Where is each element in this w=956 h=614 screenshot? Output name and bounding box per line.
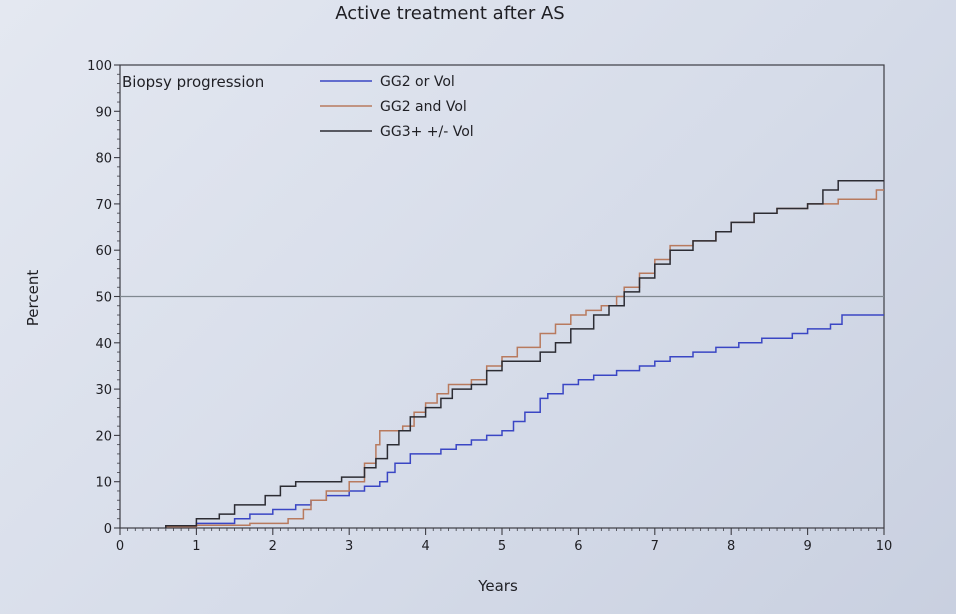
y-tick-label: 70: [95, 198, 112, 213]
x-tick-label: 8: [727, 539, 735, 554]
x-tick-label: 3: [345, 539, 353, 554]
x-tick-label: 0: [116, 539, 124, 554]
x-tick-label: 1: [192, 539, 200, 554]
y-axis-label: Percent: [24, 270, 42, 327]
y-tick-label: 90: [95, 105, 112, 120]
y-tick-label: 30: [95, 383, 112, 398]
x-axis-label: Years: [477, 577, 518, 595]
y-tick-label: 20: [95, 429, 112, 444]
y-tick-label: 0: [104, 522, 112, 537]
y-axis: 0 10 20 30 40 50 60 70 80 90 100: [87, 59, 120, 537]
y-tick-label: 60: [95, 244, 112, 259]
y-tick-label: 50: [95, 291, 112, 306]
y-tick-label: 80: [95, 152, 112, 167]
x-tick-label: 7: [651, 539, 659, 554]
legend-label: GG2 and Vol: [380, 99, 467, 115]
x-tick-label: 5: [498, 539, 506, 554]
plot-area: 0 1 2 3 4 5 6 7 8 9 10 0 10 20 30 40 50 60 70 80 90 100: [87, 59, 892, 554]
x-tick-label: 10: [876, 539, 893, 554]
legend-label: GG2 or Vol: [380, 74, 455, 90]
x-tick-label: 6: [574, 539, 582, 554]
series-group: [165, 180, 884, 528]
x-tick-label: 2: [269, 539, 277, 554]
legend-label: GG3+ +/- Vol: [380, 124, 474, 140]
legend: GG2 or Vol GG2 and Vol GG3+ +/- Vol: [320, 74, 474, 140]
chart-title: Active treatment after AS: [335, 3, 564, 24]
y-tick-label: 10: [95, 476, 112, 491]
y-tick-label: 100: [87, 59, 112, 74]
panel-label: Biopsy progression: [122, 73, 264, 91]
y-tick-label: 40: [95, 337, 112, 352]
x-tick-label: 9: [803, 539, 811, 554]
series-line-3: [165, 180, 884, 528]
series-line-2: [165, 189, 884, 528]
x-axis: 0 1 2 3 4 5 6 7 8 9 10: [116, 528, 892, 554]
x-tick-label: 4: [421, 539, 429, 554]
